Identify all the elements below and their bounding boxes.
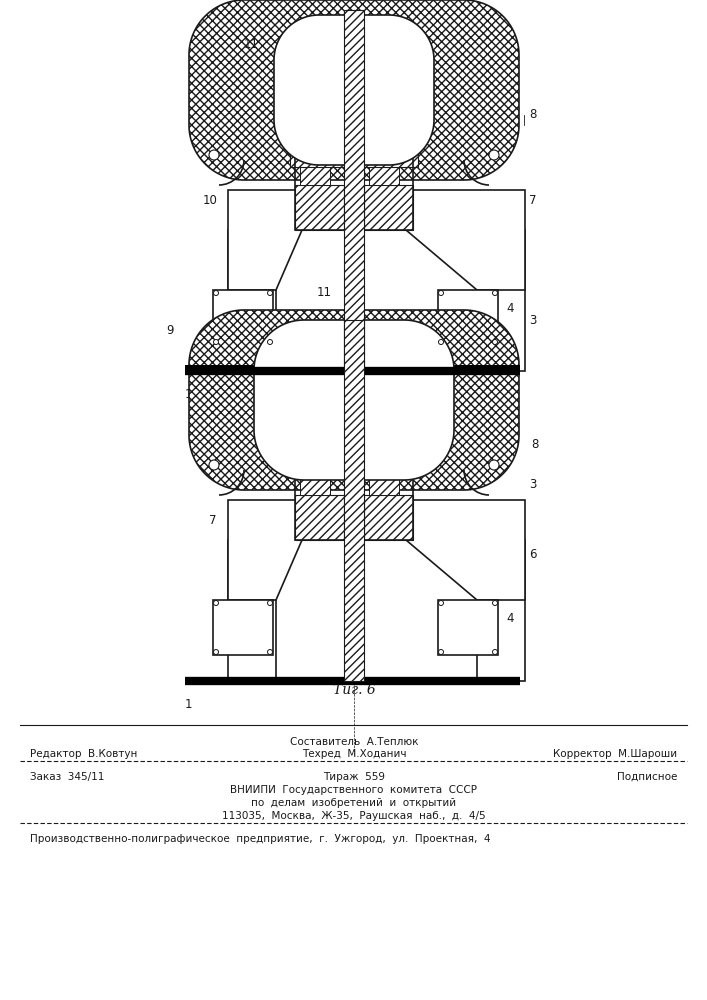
Text: Корректор  М.Шароши: Корректор М.Шароши [553,749,677,759]
Text: 7: 7 [209,514,216,526]
Text: Техред  М.Ходанич: Техред М.Ходанич [302,749,407,759]
Circle shape [493,340,498,344]
Bar [364,495,413,540]
Circle shape [489,150,499,160]
Bar [364,462,418,477]
Polygon shape [228,190,302,290]
Text: ВНИИПИ  Государственного  комитета  СССР: ВНИИПИ Государственного комитета СССР [230,785,477,795]
Bar [369,477,399,495]
Bar [477,230,525,371]
Circle shape [438,290,443,296]
Text: 1369903: 1369903 [323,18,385,32]
Bar [344,10,364,371]
Text: 4: 4 [506,611,513,624]
Circle shape [214,340,218,344]
Text: 1: 1 [185,388,192,401]
Text: 12: 12 [389,383,404,396]
Bar [369,167,399,185]
Text: 3: 3 [529,479,537,491]
Bar [438,290,498,345]
Polygon shape [189,0,519,180]
Bar [185,365,520,371]
Text: 1: 1 [185,698,192,712]
Polygon shape [189,310,519,490]
Circle shape [267,600,272,605]
Polygon shape [274,15,434,165]
Bar [213,290,273,345]
Circle shape [438,600,443,605]
Text: 10: 10 [203,194,218,207]
Bar [364,185,413,230]
Bar [344,320,364,681]
Text: 8: 8 [531,438,538,452]
Polygon shape [406,190,525,290]
Bar [300,477,330,495]
Text: Заказ  345/11: Заказ 345/11 [30,772,105,782]
Bar [295,462,413,540]
Circle shape [267,340,272,344]
Bar [213,600,273,655]
Text: 9: 9 [167,324,174,336]
Text: 3: 3 [529,314,537,326]
Text: 6: 6 [529,548,537,562]
Circle shape [438,650,443,654]
Circle shape [267,650,272,654]
Bar [228,230,276,371]
Bar [295,152,413,230]
Circle shape [493,650,498,654]
Text: Составитель  А.Теплюк: Составитель А.Теплюк [290,737,419,747]
Circle shape [267,290,272,296]
Bar [295,185,344,230]
Circle shape [214,600,218,605]
Polygon shape [254,320,454,480]
Circle shape [209,150,219,160]
Text: 7: 7 [529,194,537,207]
Polygon shape [406,500,525,600]
Bar [300,167,330,185]
Polygon shape [228,500,302,600]
Circle shape [493,600,498,605]
Text: Τиг. 5: Τиг. 5 [332,385,375,399]
Circle shape [214,290,218,296]
Text: Производственно-полиграфическое  предприятие,  г.  Ужгород,  ул.  Проектная,  4: Производственно-полиграфическое предприя… [30,834,491,844]
Circle shape [438,340,443,344]
Circle shape [489,460,499,470]
Text: по  делам  изобретений  и  открытий: по делам изобретений и открытий [252,798,457,808]
Text: 8: 8 [529,108,537,121]
Text: 11: 11 [244,38,259,51]
Text: 4: 4 [506,302,513,314]
Circle shape [493,290,498,296]
Circle shape [209,460,219,470]
Bar [290,152,344,167]
Bar [295,495,344,540]
Bar [438,600,498,655]
Text: 11: 11 [317,286,332,298]
Text: Подписное: Подписное [617,772,677,782]
Bar [477,540,525,681]
Text: Редактор  В.Ковтун: Редактор В.Ковтун [30,749,137,759]
Bar [228,540,276,681]
Bar [364,152,418,167]
Text: 5: 5 [506,344,513,357]
Bar [290,462,344,477]
Circle shape [214,650,218,654]
Text: Τиг. 6: Τиг. 6 [332,683,375,697]
Text: Тираж  559: Тираж 559 [323,772,385,782]
Text: 113035,  Москва,  Ж-35,  Раушская  наб.,  д.  4/5: 113035, Москва, Ж-35, Раушская наб., д. … [222,811,486,821]
